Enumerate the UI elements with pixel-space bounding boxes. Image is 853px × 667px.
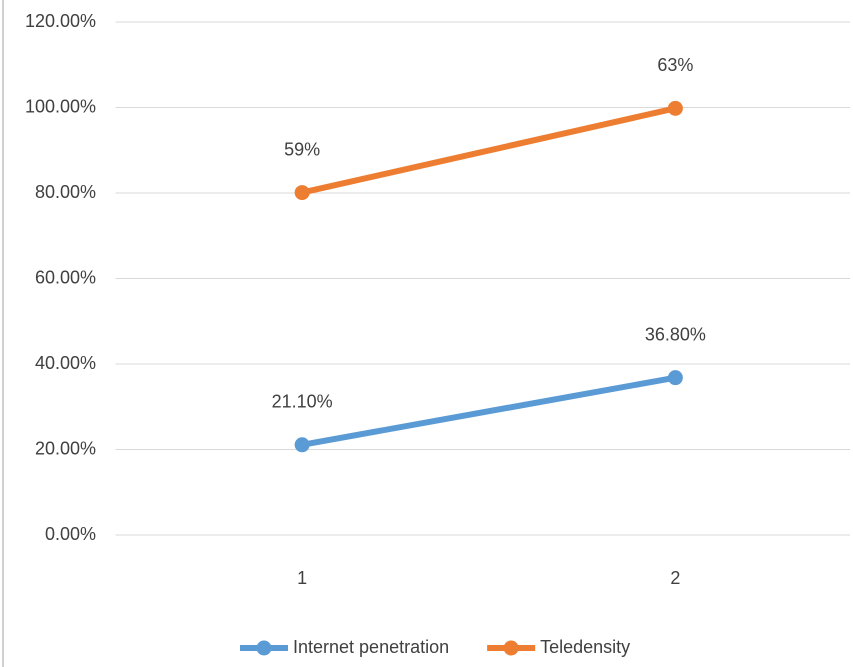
data-point	[667, 370, 683, 386]
data-label: 59%	[284, 139, 320, 159]
data-point	[667, 100, 683, 116]
legend-marker	[256, 640, 272, 656]
y-tick-label: 120.00%	[25, 11, 96, 31]
data-point	[294, 437, 310, 453]
data-label: 63%	[657, 55, 693, 75]
data-label: 21.10%	[272, 392, 333, 412]
y-tick-label: 60.00%	[35, 267, 96, 287]
y-tick-label: 100.00%	[25, 96, 96, 116]
data-point	[294, 185, 310, 201]
data-label: 36.80%	[645, 324, 706, 344]
y-tick-label: 0.00%	[45, 524, 96, 544]
x-tick-label: 1	[297, 568, 307, 588]
series-line	[299, 105, 679, 196]
series-line	[299, 374, 679, 448]
x-tick-label: 2	[670, 568, 680, 588]
legend-marker	[503, 640, 519, 656]
y-tick-label: 20.00%	[35, 438, 96, 458]
legend-label: Internet penetration	[293, 637, 449, 657]
legend-label: Teledensity	[540, 637, 630, 657]
y-tick-label: 40.00%	[35, 353, 96, 373]
y-tick-label: 80.00%	[35, 182, 96, 202]
